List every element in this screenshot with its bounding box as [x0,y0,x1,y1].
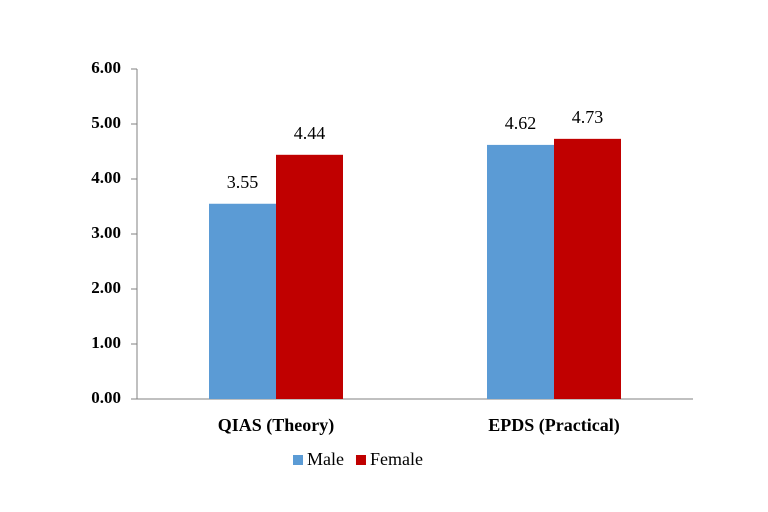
x-tick-label: QIAS (Theory) [218,415,335,436]
legend-label: Female [370,449,423,469]
y-tick-label: 2.00 [91,278,121,297]
value-label: 4.44 [294,123,326,143]
value-label: 4.73 [572,107,604,127]
bar [554,138,621,399]
y-tick-label: 5.00 [91,113,121,132]
y-tick-label: 0.00 [91,388,121,407]
value-label: 3.55 [227,172,259,192]
y-tick-label: 4.00 [91,168,121,187]
value-label: 4.62 [505,113,537,133]
y-tick-label: 1.00 [91,333,121,352]
legend-label: Male [307,449,344,469]
bar [209,203,276,399]
x-tick-label: EPDS (Practical) [488,415,619,436]
bar [276,154,343,399]
y-tick-label: 6.00 [91,58,121,77]
legend-swatch [355,455,366,465]
y-tick-label: 3.00 [91,223,121,242]
legend-swatch [293,455,303,465]
bar [487,144,554,399]
